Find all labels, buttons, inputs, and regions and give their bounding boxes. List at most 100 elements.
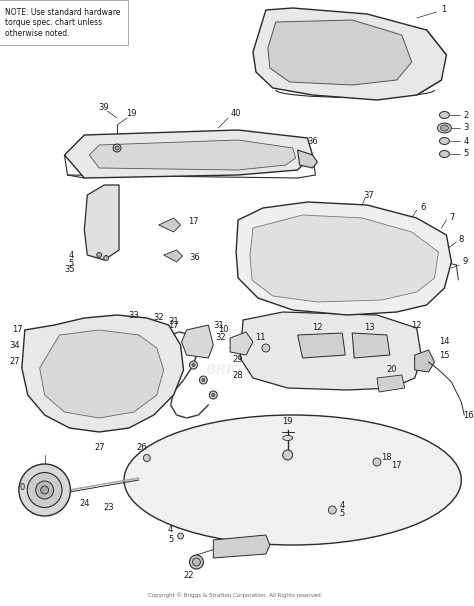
Text: 32: 32 [215,333,226,342]
Ellipse shape [283,436,292,441]
Polygon shape [159,218,181,232]
Text: 20: 20 [387,365,397,375]
Text: 0: 0 [19,484,25,493]
Text: 7: 7 [450,213,455,222]
Text: 10: 10 [218,325,228,335]
Text: 36: 36 [307,138,318,147]
Ellipse shape [178,533,183,539]
Ellipse shape [41,486,49,494]
Text: 34: 34 [9,341,20,350]
Polygon shape [22,315,183,432]
Text: 18: 18 [382,453,392,462]
Text: 19: 19 [126,110,136,119]
Polygon shape [253,8,447,100]
Ellipse shape [27,473,62,507]
Polygon shape [250,215,438,302]
Polygon shape [164,250,182,262]
Text: 3: 3 [464,124,469,133]
Ellipse shape [210,391,217,399]
Ellipse shape [262,344,270,352]
Text: 11: 11 [255,333,265,342]
Text: 17: 17 [392,462,402,470]
Ellipse shape [439,112,449,119]
Ellipse shape [115,146,119,150]
Text: 5: 5 [464,150,469,159]
Ellipse shape [192,558,201,566]
Ellipse shape [19,464,71,516]
Text: 40: 40 [231,110,241,119]
Text: 12: 12 [312,324,323,333]
Ellipse shape [439,150,449,158]
Text: NOTE: Use standard hardware
torque spec. chart unless
otherwise noted.: NOTE: Use standard hardware torque spec.… [5,8,120,38]
Text: 32: 32 [154,313,164,322]
Text: 2: 2 [464,110,469,119]
Polygon shape [84,185,119,260]
Ellipse shape [104,256,109,261]
Text: 12: 12 [411,321,422,330]
Ellipse shape [190,361,197,369]
Text: 31: 31 [213,321,224,330]
Text: 16: 16 [463,410,474,419]
Ellipse shape [36,481,54,499]
Ellipse shape [283,450,292,460]
Polygon shape [182,325,213,358]
Ellipse shape [200,376,207,384]
Polygon shape [64,130,312,178]
Polygon shape [415,350,435,372]
Ellipse shape [212,393,215,396]
Text: 17: 17 [12,325,23,335]
Polygon shape [40,330,164,418]
Text: 19: 19 [283,418,293,427]
Ellipse shape [192,364,195,367]
Ellipse shape [373,458,381,466]
Text: 30: 30 [228,341,238,350]
Text: 27: 27 [94,444,105,453]
Text: 5: 5 [69,259,74,267]
Text: 14: 14 [439,338,450,347]
Text: Copyright © Briggs & Stratton Corporation. All Rights reserved.: Copyright © Briggs & Stratton Corporatio… [148,592,322,598]
Ellipse shape [97,253,102,258]
Text: 15: 15 [439,350,450,359]
Text: 4: 4 [168,525,173,534]
Text: 1: 1 [441,5,446,15]
Text: 5: 5 [340,508,345,518]
Polygon shape [352,333,390,358]
Text: 6: 6 [420,202,425,211]
Text: 13: 13 [364,324,374,333]
Text: 23: 23 [104,504,114,513]
Text: 17: 17 [188,218,199,227]
Text: 26: 26 [137,444,147,453]
Text: 5: 5 [168,536,173,545]
Polygon shape [230,332,253,355]
Ellipse shape [440,125,448,131]
Polygon shape [213,535,270,558]
Text: 33: 33 [128,310,139,319]
Text: 4: 4 [69,250,74,259]
Text: 38: 38 [228,153,238,162]
Text: BRIGGS: BRIGGS [206,363,264,377]
Text: 24: 24 [79,499,90,507]
Polygon shape [377,375,405,392]
Text: 22: 22 [183,570,194,579]
Text: 8: 8 [459,235,464,244]
Text: 39: 39 [98,102,109,112]
Text: 37: 37 [364,190,374,199]
Text: 9: 9 [463,258,468,267]
Polygon shape [298,333,345,358]
Ellipse shape [124,415,461,545]
Polygon shape [298,150,318,168]
Polygon shape [268,20,412,85]
Text: 28: 28 [233,370,244,379]
Ellipse shape [438,123,451,133]
Polygon shape [240,312,422,390]
Polygon shape [89,140,296,170]
Text: 36: 36 [189,253,200,262]
Text: 27: 27 [9,358,20,367]
Text: 25: 25 [32,493,43,502]
Text: 17: 17 [168,321,179,330]
Text: 29: 29 [233,356,243,364]
Text: 31: 31 [168,318,179,327]
Text: 21: 21 [228,544,238,553]
Ellipse shape [113,144,121,152]
Ellipse shape [143,454,150,462]
